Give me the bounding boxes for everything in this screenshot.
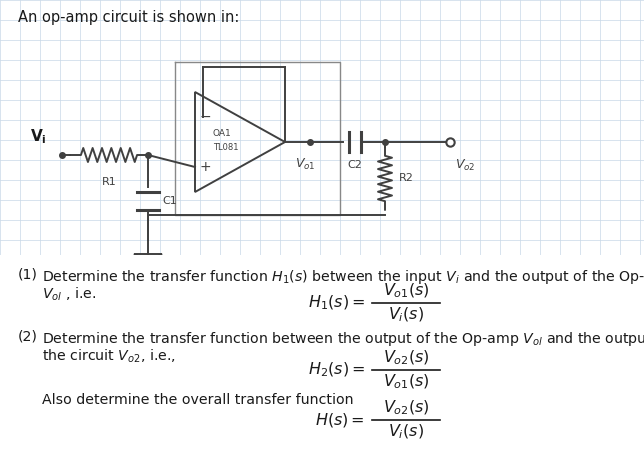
Text: R1: R1 <box>102 177 117 187</box>
Text: Determine the transfer function between the output of the Op-amp $V_{ol}$ and th: Determine the transfer function between … <box>42 330 644 348</box>
Text: $V_{o1}(s)$: $V_{o1}(s)$ <box>383 281 430 300</box>
Text: R2: R2 <box>399 173 414 183</box>
Text: $V_{o2}(s)$: $V_{o2}(s)$ <box>383 349 430 367</box>
Text: $V_{o2}$: $V_{o2}$ <box>455 158 475 173</box>
Text: $H(s) = $: $H(s) = $ <box>316 411 365 429</box>
Text: $V_{o1}(s)$: $V_{o1}(s)$ <box>383 373 430 391</box>
Text: −: − <box>200 110 212 124</box>
Text: (2): (2) <box>18 330 38 344</box>
Text: $V_{o2}(s)$: $V_{o2}(s)$ <box>383 398 430 417</box>
Text: the circuit $V_{o2}$, i.e.,: the circuit $V_{o2}$, i.e., <box>42 348 176 365</box>
Text: TL081: TL081 <box>213 144 238 152</box>
Text: $V_i(s)$: $V_i(s)$ <box>388 306 424 324</box>
Text: An op-amp circuit is shown in:: An op-amp circuit is shown in: <box>18 10 240 25</box>
Text: Also determine the overall transfer function: Also determine the overall transfer func… <box>42 393 354 407</box>
Text: $\mathbf{V_i}$: $\mathbf{V_i}$ <box>30 128 46 146</box>
Text: OA1: OA1 <box>213 130 232 138</box>
Text: $H_2(s) = $: $H_2(s) = $ <box>308 361 365 379</box>
Text: C1: C1 <box>162 196 176 206</box>
Text: Determine the transfer function $H_1(s)$ between the input $V_i$ and the output : Determine the transfer function $H_1(s)$… <box>42 268 644 286</box>
Text: C2: C2 <box>348 160 363 170</box>
Text: (1): (1) <box>18 268 38 282</box>
Text: $V_i(s)$: $V_i(s)$ <box>388 423 424 441</box>
Text: $V_{o1}$: $V_{o1}$ <box>295 157 316 172</box>
Text: $H_1(s) = $: $H_1(s) = $ <box>308 294 365 312</box>
Text: +: + <box>200 160 212 174</box>
Bar <box>0 255 644 466</box>
Text: $V_{ol}$ , i.e.: $V_{ol}$ , i.e. <box>42 286 97 303</box>
